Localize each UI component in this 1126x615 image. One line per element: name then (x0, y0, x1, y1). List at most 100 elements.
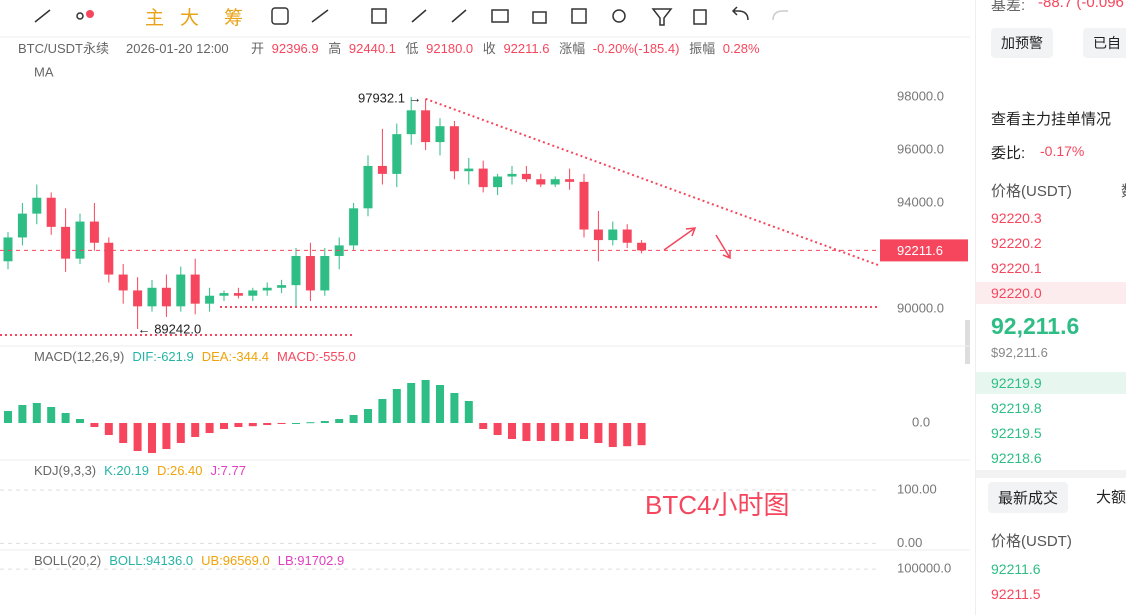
candle-body (46, 197, 56, 227)
macd-bar (162, 423, 171, 449)
ask-price: 92220.0 (991, 285, 1042, 301)
symbol: BTC/USDT永续 (18, 41, 109, 56)
value: 0.28% (723, 41, 760, 56)
ask-price: 92220.2 (991, 235, 1042, 251)
candle-body (104, 242, 114, 275)
tool-icon[interactable] (731, 6, 749, 21)
last-price-box (880, 239, 968, 262)
column-head: 价格(USDT) (991, 533, 1072, 550)
tool-icon[interactable] (491, 9, 509, 23)
tab[interactable]: 大 (180, 7, 199, 29)
macd-bar (436, 385, 444, 423)
macd-bar (479, 423, 488, 429)
candle-body (262, 287, 272, 291)
candle-body (536, 179, 546, 185)
candle-body (3, 237, 13, 262)
macd-bar (32, 403, 41, 423)
label: 振幅 (689, 41, 715, 56)
bid-highlight (976, 372, 1126, 394)
tool-icon[interactable] (612, 9, 626, 23)
ratio-label: 委比: (991, 145, 1026, 162)
collapse-handle[interactable] (965, 320, 970, 364)
tab[interactable]: 大额 (1096, 489, 1126, 506)
y-tick-label: 90000.0 (897, 300, 944, 315)
tool-icon[interactable] (271, 7, 289, 25)
tool-icon[interactable] (693, 9, 707, 25)
candle-body (464, 168, 474, 172)
macd-bar (90, 423, 99, 427)
macd-bar (536, 423, 545, 441)
whale-link[interactable]: 查看主力挂单情况 (991, 111, 1112, 128)
label: 高 (328, 41, 341, 56)
legend-item: J:7.77 (211, 463, 246, 478)
macd-bar (335, 419, 344, 423)
y-tick-label: 0.00 (897, 535, 922, 550)
tool-icon[interactable] (411, 9, 427, 23)
column-head: 价格(USDT) (991, 183, 1072, 200)
macd-bar (119, 423, 128, 443)
tool-icon[interactable] (571, 8, 587, 24)
macd-bar (450, 393, 459, 423)
tool-icon[interactable] (532, 11, 547, 24)
tool-icon[interactable] (311, 9, 329, 23)
y-tick-label: 0.0 (912, 414, 930, 429)
macd-bar (292, 423, 300, 424)
order-panel: 基差: -88.7 (-0.096 加预警 已自 查看主力挂单情况 委比: -0… (975, 0, 1126, 615)
low-label: ← 89242.0 (138, 321, 202, 336)
macd-bar (205, 423, 214, 433)
macd-bar (306, 422, 315, 424)
ask-price: 92220.3 (991, 210, 1042, 226)
tool-icon (772, 10, 788, 21)
macd-bar (392, 389, 401, 423)
candle-body (593, 229, 603, 241)
tool-icon[interactable] (651, 8, 673, 26)
macd-bar (551, 423, 560, 441)
separator (976, 470, 1126, 478)
button[interactable]: 已自 (1083, 28, 1126, 58)
candle-body (521, 173, 531, 180)
candle-body (233, 293, 243, 296)
tool-icon[interactable] (76, 12, 84, 20)
tool-icon[interactable] (371, 8, 387, 24)
macd-bar (508, 423, 516, 439)
macd-bar (421, 380, 430, 423)
tab[interactable]: 筹 (224, 7, 243, 29)
candle-body (406, 110, 416, 135)
macd-bar (263, 423, 272, 425)
candle-body (277, 285, 287, 288)
high-label: 97932.1 → (358, 90, 422, 105)
macd-bar (18, 405, 27, 423)
macd-bar (148, 423, 156, 453)
candle-body (622, 229, 632, 243)
tool-icon[interactable] (34, 9, 51, 23)
candle-body (147, 287, 157, 307)
legend-item: MACD:-555.0 (277, 349, 356, 364)
toolbar (34, 6, 788, 26)
macd-bar (565, 423, 574, 441)
label: 涨幅 (559, 41, 585, 56)
ask-highlight (976, 282, 1126, 304)
candle-body (75, 221, 85, 259)
basis: -88.7 (-0.096 (1038, 0, 1124, 11)
label: 低 (406, 41, 419, 56)
alert-button[interactable]: 加预警 (991, 28, 1053, 58)
tool-icon[interactable] (451, 9, 467, 23)
bid-price: 92219.5 (991, 425, 1042, 441)
time: 2026-01-20 12:00 (126, 41, 229, 56)
trade-price: 92211.6 (991, 561, 1041, 577)
candle-body (17, 213, 27, 238)
candle-body (190, 274, 200, 304)
y-tick-label: 100.00 (897, 481, 937, 496)
y-tick-label: 96000.0 (897, 141, 944, 156)
column-head: 数 (1121, 180, 1126, 201)
candle-body (32, 197, 42, 214)
tab[interactable]: 最新成交 (988, 482, 1069, 513)
candle-body (392, 134, 402, 174)
last-price-label: 92211.6 (897, 243, 943, 258)
legend-item: K:20.19 (104, 463, 149, 478)
macd-bar (493, 423, 502, 435)
chart-area: 主 大 筹 BTC/USDT永续 2026-01-20 12:00 开 9239… (0, 6, 970, 576)
tab[interactable]: 主 (145, 7, 164, 29)
candle-body (176, 274, 186, 307)
macd-bar (104, 423, 113, 435)
